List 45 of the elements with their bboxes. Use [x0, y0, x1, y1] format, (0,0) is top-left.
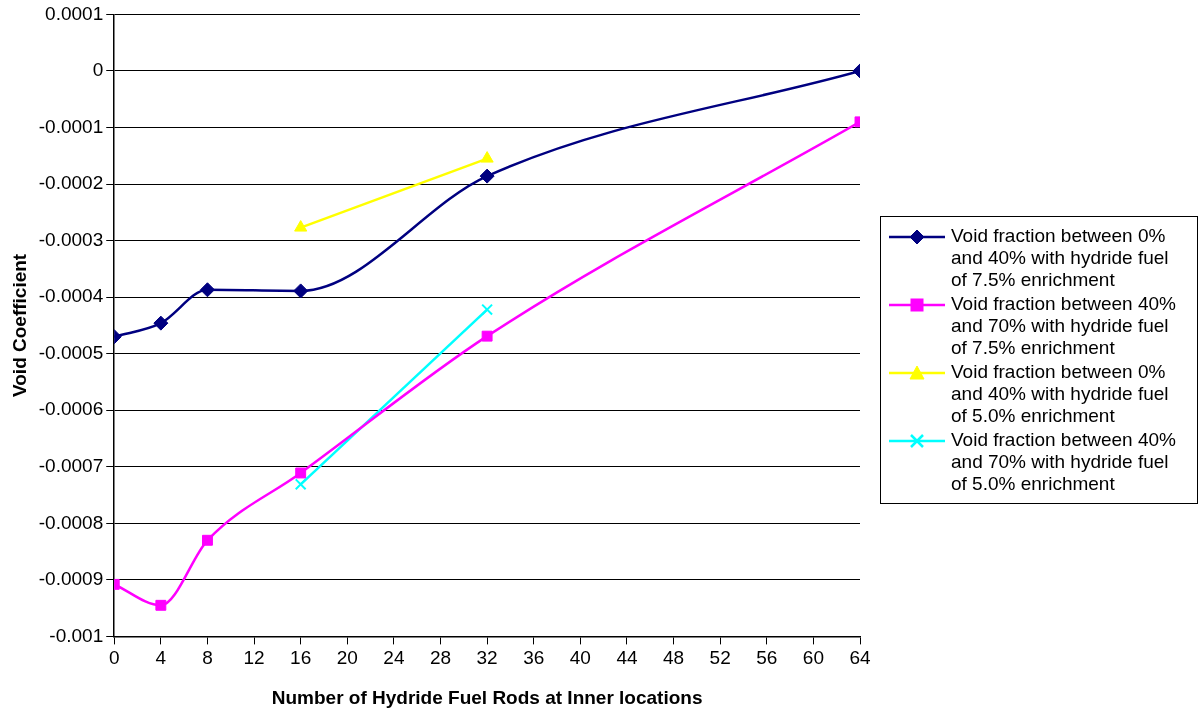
y-tick-label: -0.0006: [38, 398, 104, 420]
point: [155, 599, 167, 611]
point: [199, 282, 215, 298]
x-tick-label: 32: [476, 647, 498, 669]
x-tick-label: 44: [616, 647, 638, 669]
y-tick-label: -0.0005: [38, 341, 104, 363]
point: [481, 330, 493, 342]
legend-label: Void fraction between 0% and 40% with hydride fuel of 5.0% enrichment: [951, 360, 1170, 427]
y-tick-label: -0.0003: [38, 228, 104, 250]
y-tick-label: -0.0007: [38, 455, 104, 476]
y-axis-title: Void Coefficient: [8, 253, 30, 398]
x-tick-label: 52: [709, 647, 731, 669]
point: [295, 467, 307, 479]
x-tick-label: 4: [155, 647, 167, 669]
legend-label: Void fraction between 0% and 40% with hydride fuel of 7.5% enrichment: [951, 224, 1170, 291]
point: [153, 315, 169, 331]
x-tick-label: 24: [383, 647, 405, 669]
point: [202, 534, 213, 546]
x-axis-title: Number of Hydride Fuel Rods at Inner locations: [271, 686, 703, 708]
x-tick-label: 16: [290, 647, 312, 669]
y-tick-label: 0.0001: [45, 2, 104, 24]
x-tick-label: 64: [849, 647, 871, 669]
y-tick-label: -0.0001: [38, 115, 104, 137]
y-tick-label: -0.0008: [38, 511, 104, 533]
point: [294, 478, 307, 491]
y-tick-label: -0.001: [49, 624, 104, 646]
y-tick-label: -0.0009: [38, 568, 104, 590]
x-tick-label: 56: [756, 647, 778, 669]
point: [479, 168, 495, 184]
y-tick-label: -0.0004: [38, 285, 104, 307]
legend-label: Void fraction between 40% and 70% with hydride fuel of 7.5% enrichment: [951, 292, 1177, 359]
y-tick-label: -0.0002: [38, 172, 104, 194]
x-tick-label: 48: [662, 647, 685, 669]
x-tick-label: 28: [429, 647, 452, 669]
legend-label: Void fraction between 40% and 70% with hydride fuel of 5.0% enrichment: [951, 428, 1177, 495]
point: [293, 283, 309, 299]
y-tick-label: 0: [92, 59, 104, 81]
x-tick-label: 8: [202, 647, 213, 669]
x-tick-label: 12: [243, 647, 265, 669]
point: [481, 303, 494, 316]
x-tick-label: 60: [802, 647, 824, 669]
x-tick-label: 40: [569, 647, 591, 669]
x-tick-label: 20: [336, 647, 358, 669]
x-tick-label: 0: [108, 647, 120, 669]
x-tick-label: 36: [523, 647, 545, 669]
